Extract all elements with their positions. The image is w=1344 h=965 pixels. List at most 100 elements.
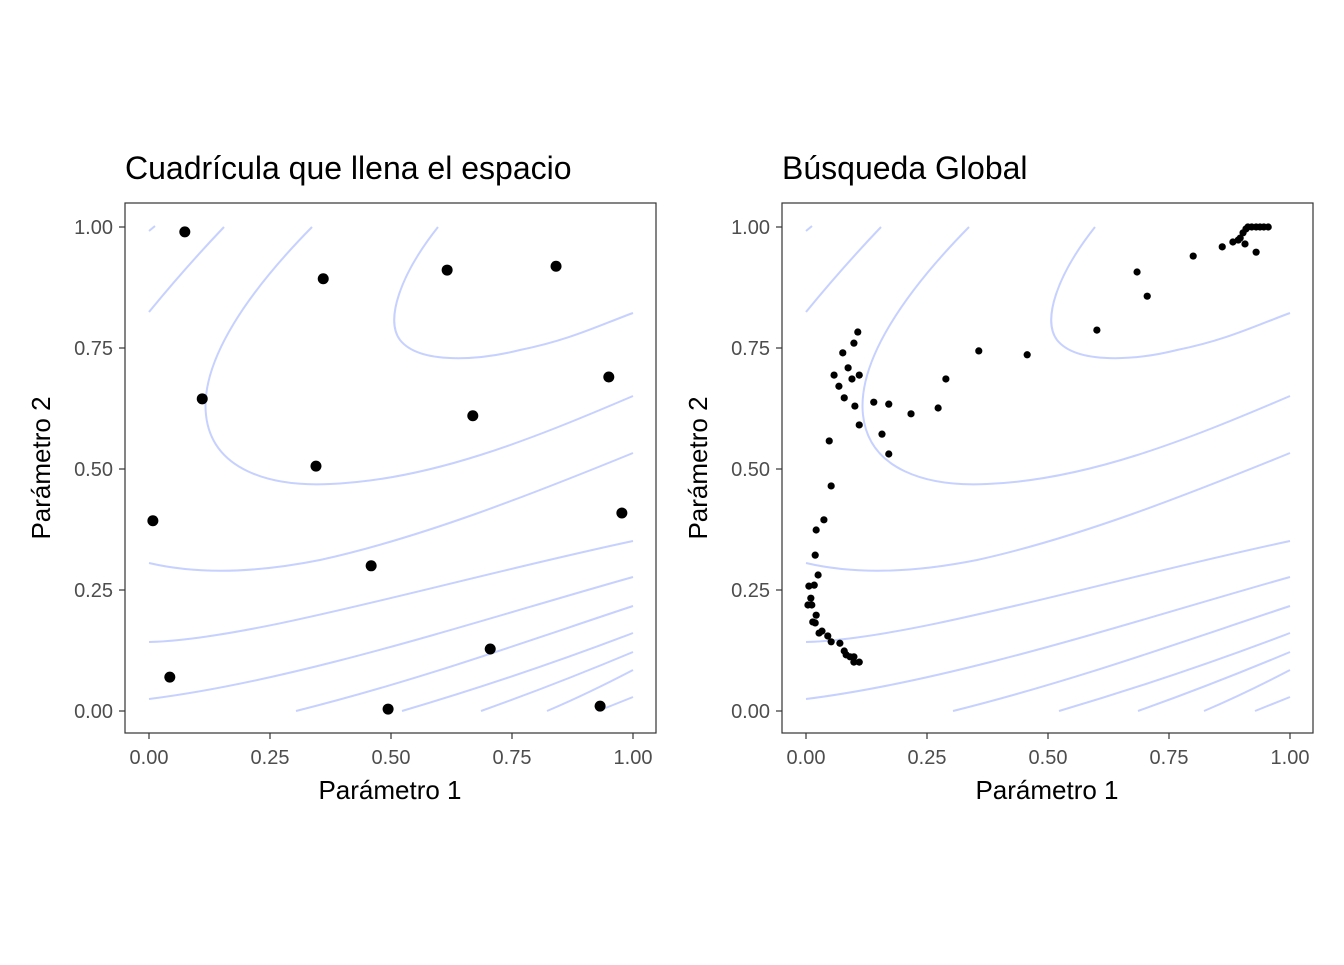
contour-line: [805, 226, 882, 313]
contour-line: [148, 576, 634, 700]
contour-line: [1050, 226, 1291, 360]
y-tick-label: 0.75: [731, 338, 770, 360]
contour-line: [295, 605, 634, 712]
x-tick-label: 0.75: [1150, 747, 1189, 769]
x-axis-label: Parámetro 1: [975, 775, 1118, 805]
panel-title: Búsqueda Global: [782, 150, 1028, 186]
x-tick-label: 1.00: [614, 747, 653, 769]
data-point: [147, 515, 159, 527]
data-point: [934, 404, 942, 412]
data-point: [1133, 268, 1141, 276]
contour-line: [393, 226, 634, 360]
data-point: [1093, 326, 1101, 334]
data-point: [365, 560, 377, 572]
y-tick-label: 0.25: [74, 580, 113, 602]
data-point: [855, 371, 863, 379]
data-point: [1236, 234, 1244, 242]
data-point: [850, 653, 858, 661]
x-tick-label: 1.00: [1271, 747, 1310, 769]
contour-line: [1137, 651, 1291, 712]
data-point: [810, 581, 818, 589]
x-tick-label: 0.00: [130, 747, 169, 769]
x-tick-label: 0.25: [251, 747, 290, 769]
data-point: [855, 658, 863, 666]
data-point: [835, 382, 843, 390]
y-tick-label: 0.25: [731, 580, 770, 602]
contour-line: [805, 540, 1291, 643]
contour-line: [861, 226, 1291, 486]
data-point: [164, 671, 176, 683]
data-point: [844, 364, 852, 372]
data-point: [827, 482, 835, 490]
data-point: [830, 371, 838, 379]
data-point: [850, 339, 858, 347]
data-point: [179, 226, 191, 238]
data-point: [870, 398, 878, 406]
contour-line: [148, 226, 225, 313]
data-point: [814, 571, 822, 579]
contour-line: [401, 632, 634, 712]
contour-line: [1203, 669, 1291, 712]
data-point: [907, 410, 915, 418]
data-point: [603, 371, 615, 383]
x-axis-label: Parámetro 1: [318, 775, 461, 805]
data-point: [848, 375, 856, 383]
data-point: [818, 627, 826, 635]
data-point: [824, 632, 832, 640]
data-point: [467, 410, 479, 422]
contour-line: [148, 452, 634, 572]
data-point: [885, 450, 893, 458]
x-tick-label: 0.50: [372, 747, 411, 769]
y-tick-label: 0.00: [731, 701, 770, 723]
data-point: [827, 638, 835, 646]
data-point: [807, 594, 815, 602]
data-point: [441, 264, 453, 276]
data-point: [1143, 292, 1151, 300]
data-point: [805, 582, 813, 590]
data-point: [1189, 252, 1197, 260]
data-point: [1252, 248, 1260, 256]
data-point: [550, 260, 562, 272]
contour-line: [148, 540, 634, 643]
contour-line: [480, 651, 634, 712]
data-point: [975, 347, 983, 355]
contour-line: [148, 225, 156, 232]
contour-line: [1254, 696, 1291, 712]
x-tick-label: 0.75: [493, 747, 532, 769]
y-tick-label: 1.00: [731, 217, 770, 239]
data-point: [616, 507, 628, 519]
data-point: [808, 601, 816, 609]
data-point: [594, 700, 606, 712]
y-tick-label: 0.75: [74, 338, 113, 360]
y-tick-label: 0.00: [74, 701, 113, 723]
data-point: [811, 551, 819, 559]
contour-line: [805, 225, 813, 232]
x-tick-label: 0.25: [908, 747, 947, 769]
data-point: [811, 619, 819, 627]
data-point: [196, 393, 208, 405]
contour-lines: [805, 225, 1291, 712]
data-point: [1241, 240, 1249, 248]
data-point: [839, 349, 847, 357]
data-point: [942, 375, 950, 383]
y-axis-label: Parámetro 2: [26, 396, 56, 539]
panel-left: Cuadrícula que llena el espacio Parámetr…: [26, 150, 657, 805]
x-tick-label: 0.50: [1029, 747, 1068, 769]
contour-line: [546, 669, 634, 712]
data-point: [885, 400, 893, 408]
panel-right: Búsqueda Global Parámetro 1 Parámetro 2 …: [683, 150, 1314, 805]
contour-line: [204, 226, 634, 486]
contour-line: [952, 605, 1291, 712]
panel-title: Cuadrícula que llena el espacio: [125, 150, 572, 186]
data-point: [1264, 223, 1272, 231]
data-point: [812, 526, 820, 534]
data-point: [840, 394, 848, 402]
data-point: [851, 402, 859, 410]
contour-line: [805, 576, 1291, 700]
data-point: [850, 658, 858, 666]
data-point: [1218, 243, 1226, 251]
contour-line: [1058, 632, 1291, 712]
y-axis-label: Parámetro 2: [683, 396, 713, 539]
data-point: [820, 516, 828, 524]
